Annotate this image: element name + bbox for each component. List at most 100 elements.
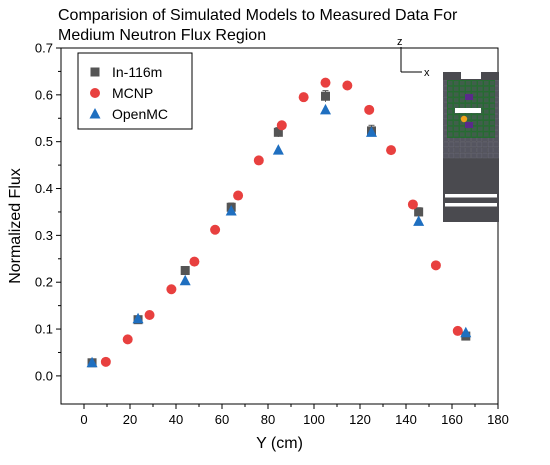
inset-fuel-cell: [466, 86, 471, 91]
y-tick-label: 0.0: [35, 368, 53, 383]
inset-fuel-cell: [454, 126, 459, 131]
x-tick-label: 0: [80, 412, 87, 427]
inset-channel-lower-1: [445, 194, 497, 198]
inset-fuel-cell: [448, 120, 453, 126]
chart-title-line-2: Medium Neutron Flux Region: [58, 27, 267, 44]
inset-cell: [460, 141, 466, 148]
point-openmc: [86, 356, 98, 368]
inset-fuel-cell: [466, 132, 471, 137]
point-openmc: [460, 326, 472, 338]
inset-fuel-cell: [478, 92, 483, 97]
inset-cell: [471, 152, 477, 159]
inset-fuel-cell: [484, 103, 489, 108]
inset-fuel-cell: [454, 120, 459, 126]
inset-fuel-cell: [484, 81, 489, 86]
legend: In-116m MCNP OpenMC: [77, 52, 193, 130]
inset-fuel-cell: [454, 132, 459, 137]
inset-detector-marker: [460, 115, 468, 123]
inset-fuel-cell: [454, 115, 459, 120]
inset-fuel-cell: [460, 103, 465, 108]
inset-cell: [460, 147, 466, 153]
point-mcnp: [386, 145, 397, 156]
inset-fuel-cell: [472, 86, 477, 91]
inset-fuel-cell: [460, 126, 465, 131]
inset-channel-upper: [455, 108, 481, 113]
inset-z-label: z: [397, 36, 403, 48]
y-tick-label: 0.3: [35, 228, 53, 243]
point-openmc: [413, 215, 425, 226]
x-tick-label: 20: [123, 412, 137, 427]
point-mcnp: [452, 325, 463, 336]
point-in-116m: [321, 91, 330, 101]
inset-fuel-cell: [484, 120, 489, 126]
point-openmc: [320, 103, 331, 115]
inset-fuel-cell: [460, 98, 465, 103]
inset-cell: [443, 152, 449, 159]
inset-fuel-cell: [472, 132, 477, 137]
inset-fuel-cell: [460, 132, 465, 137]
inset-cell: [443, 141, 449, 148]
y-tick-label: 0.7: [35, 41, 53, 56]
inset-top-notch: [461, 72, 481, 79]
inset-fuel-cell: [484, 98, 489, 103]
inset-fuel-cell: [484, 92, 489, 97]
point-mcnp: [233, 190, 244, 201]
point-mcnp: [189, 256, 200, 267]
point-mcnp: [407, 199, 418, 210]
x-tick-label: 80: [261, 412, 275, 427]
inset-fuel-cell: [466, 103, 471, 108]
inset-cell: [471, 147, 477, 153]
point-mcnp: [364, 104, 375, 115]
point-mcnp: [430, 260, 441, 271]
inset-cell: [454, 141, 460, 148]
inset-control-rod: [465, 122, 473, 128]
legend-marker-in-116m: [90, 67, 100, 77]
inset-fuel-cell: [448, 81, 453, 86]
inset-fuel-cell: [448, 126, 453, 131]
inset-fuel-cell: [448, 103, 453, 108]
inset-fuel-cell: [490, 98, 495, 103]
point-mcnp: [166, 284, 177, 295]
inset-fuel-cell: [472, 103, 477, 108]
legend-marker-mcnp: [90, 88, 100, 98]
inset-cell: [476, 152, 483, 159]
inset-fuel-cell: [454, 81, 459, 86]
inset-cell: [493, 136, 499, 142]
inset-cell: [448, 147, 455, 153]
inset-fuel-cell: [460, 120, 465, 126]
inset-fuel-cell: [466, 115, 471, 120]
point-mcnp: [253, 155, 264, 166]
inset-fuel-cell: [490, 132, 495, 137]
inset-fuel-cell: [490, 103, 495, 108]
inset-cell: [476, 141, 483, 148]
inset-fuel-cell: [448, 109, 453, 114]
inset-fuel-cell: [472, 81, 477, 86]
inset-cell: [465, 152, 471, 159]
inset-fuel-cell: [448, 115, 453, 120]
inset-fuel-cell: [472, 98, 477, 103]
inset-cell: [488, 152, 494, 159]
inset-fuel-cell: [484, 109, 489, 114]
inset-fuel-cell: [472, 120, 477, 126]
y-tick-label: 0.5: [35, 134, 53, 149]
point-mcnp: [210, 224, 221, 235]
inset-cell: [493, 147, 499, 153]
legend-label: In-116m: [112, 64, 162, 80]
point-openmc: [132, 312, 144, 324]
inset-cell: [493, 141, 499, 148]
inset-cell: [482, 141, 488, 148]
plot-border: [60, 47, 499, 405]
x-tick-label: 40: [169, 412, 183, 427]
point-mcnp: [298, 92, 309, 103]
inset-fuel-cell: [460, 86, 465, 91]
inset-fuel-cell: [466, 98, 471, 103]
point-mcnp: [342, 80, 353, 91]
inset-fuel-cell: [454, 92, 459, 97]
point-mcnp: [100, 356, 111, 367]
x-tick-label: 120: [349, 412, 371, 427]
inset-axes-indicator: z x: [397, 36, 430, 79]
point-in-116m: [414, 207, 424, 217]
inset-cell: [465, 147, 471, 153]
inset-fuel-cell: [466, 126, 471, 131]
